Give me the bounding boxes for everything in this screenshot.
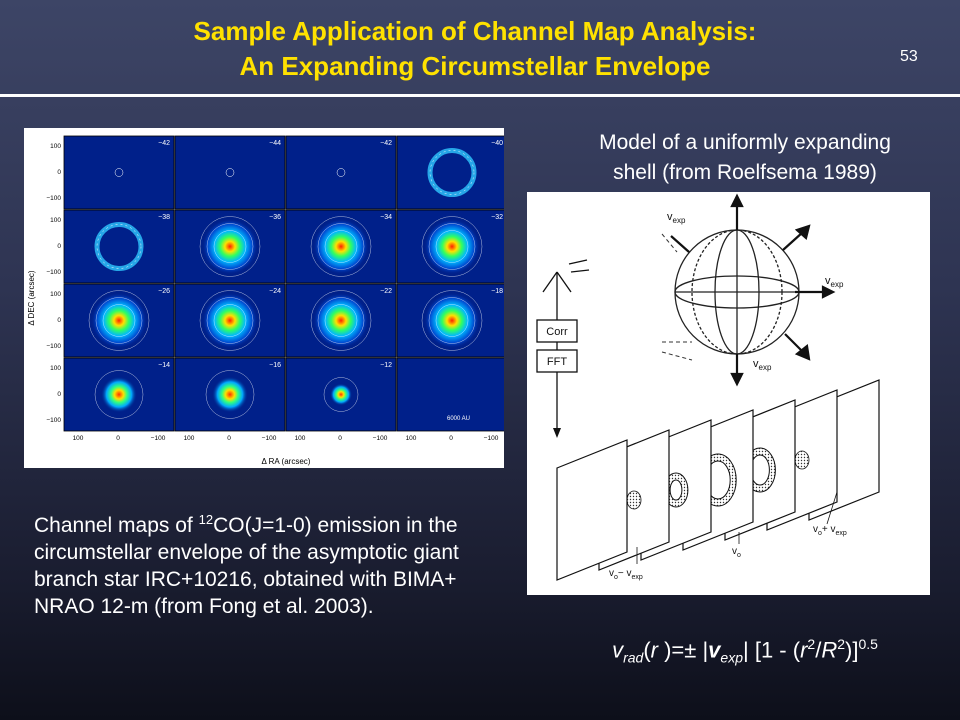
channel-planes [556,379,880,581]
model-caption-line-1: Model of a uniformly expanding [599,131,891,154]
panel-velocity-label: −36 [269,214,281,221]
expanding-shell-diagram: vexp vexp vexp Corr FFT vo vo− vexp vo+ … [527,192,930,595]
channel-panel: −12 [285,357,397,432]
x-tick-label: 0 [449,435,453,442]
channel-panel: −40 [396,135,508,210]
y-tick-label: 100 [50,365,61,372]
y-axis-label: Δ DEC (arcsec) [27,270,36,325]
v0-plus-vexp-label: vo+ vexp [813,524,847,537]
channel-panel: −26 [63,283,175,358]
panel-velocity-label: −18 [491,288,503,295]
y-tick-label: −100 [46,417,61,424]
title-line-1: Sample Application of Channel Map Analys… [193,16,757,46]
panel-velocity-label: −16 [269,362,281,369]
channel-plane [556,439,628,581]
x-tick-label: 100 [406,435,417,442]
channel-panels: −42 −44 −42 −40 −38 −36 −34 −32 −26 −24 −22 −18 −14 −… [46,135,508,442]
velocity-formula: vrad(r )=± |vexp| [1 - (r2/R2)]0.5 [612,636,878,666]
vexp-top-label: vexp [667,211,686,225]
slide-title: Sample Application of Channel Map Analys… [60,14,890,84]
channel-panel: −14 [63,357,175,432]
x-tick-label: 100 [184,435,195,442]
sphere [674,229,800,355]
y-tick-label: −100 [46,269,61,276]
y-tick-label: 100 [50,143,61,150]
channel-panel: −36 [174,209,286,284]
scale-bar-label: 6000 AU [447,416,470,422]
panel-velocity-label: −32 [491,214,503,221]
vexp-right-label: vexp [825,275,844,289]
x-tick-label: 100 [73,435,84,442]
v0-minus-vexp-label: vo− vexp [609,568,643,581]
model-caption: Model of a uniformly expanding shell (fr… [540,128,950,188]
v0-label: vo [732,546,741,559]
antenna [542,259,590,312]
channel-panel: −16 [174,357,286,432]
y-tick-label: 0 [57,317,61,324]
channel-maps-svg: −42 −44 −42 −40 −38 −36 −34 −32 −26 −24 −22 −18 −14 −… [27,135,508,466]
expanding-shell-svg: vexp vexp vexp Corr FFT vo vo− vexp vo+ … [536,193,880,581]
y-tick-label: −100 [46,343,61,350]
channel-panel [396,357,508,432]
caption-post: CO(J=1-0) emission in the circumstellar … [34,514,459,618]
panel-velocity-label: −14 [158,362,170,369]
channel-panel: −42 [285,135,397,210]
x-tick-label: 0 [227,435,231,442]
slide-number: 53 [900,48,918,65]
panel-velocity-label: −24 [269,288,281,295]
vexp-bottom-label: vexp [753,358,772,372]
panel-velocity-label: −26 [158,288,170,295]
panel-velocity-label: −42 [380,140,392,147]
channel-panel: −34 [285,209,397,284]
channel-maps-figure: −42 −44 −42 −40 −38 −36 −34 −32 −26 −24 −22 −18 −14 −… [24,128,508,468]
panel-velocity-label: −38 [158,214,170,221]
x-tick-label: −100 [484,435,499,442]
y-tick-label: −100 [46,195,61,202]
x-tick-label: −100 [262,435,277,442]
panel-velocity-label: −42 [158,140,170,147]
channel-maps-caption: Channel maps of 12CO(J=1-0) emission in … [34,506,514,620]
panel-velocity-label: −44 [269,140,281,147]
panel-velocity-label: −12 [380,362,392,369]
x-tick-label: 0 [338,435,342,442]
model-caption-line-2: shell (from Roelfsema 1989) [613,161,877,184]
expansion-arrows [670,193,836,387]
channel-panel: −42 [63,135,175,210]
y-tick-label: 0 [57,243,61,250]
slide-header: Sample Application of Channel Map Analys… [0,0,960,94]
panel-velocity-label: −22 [380,288,392,295]
y-tick-label: 0 [57,391,61,398]
y-tick-label: 100 [50,217,61,224]
x-tick-label: 0 [116,435,120,442]
channel-panel: −44 [174,135,286,210]
x-tick-label: −100 [151,435,166,442]
y-tick-label: 100 [50,291,61,298]
caption-pre: Channel maps of [34,514,199,537]
channel-panel: −18 [396,283,508,358]
panel-velocity-label: −40 [491,140,503,147]
channel-panel: −38 [63,209,175,284]
x-axis-label: Δ RA (arcsec) [262,457,311,466]
title-line-2: An Expanding Circumstellar Envelope [239,51,711,81]
y-tick-label: 0 [57,169,61,176]
x-tick-label: 100 [295,435,306,442]
corr-label: Corr [546,326,568,338]
caption-sup: 12 [198,512,214,527]
channel-panel: −24 [174,283,286,358]
projection-lines [661,233,693,361]
fft-label: FFT [547,356,567,368]
channel-panel: −22 [285,283,397,358]
channel-panel: −32 [396,209,508,284]
header-rule [0,94,960,97]
panel-velocity-label: −34 [380,214,392,221]
x-tick-label: −100 [373,435,388,442]
